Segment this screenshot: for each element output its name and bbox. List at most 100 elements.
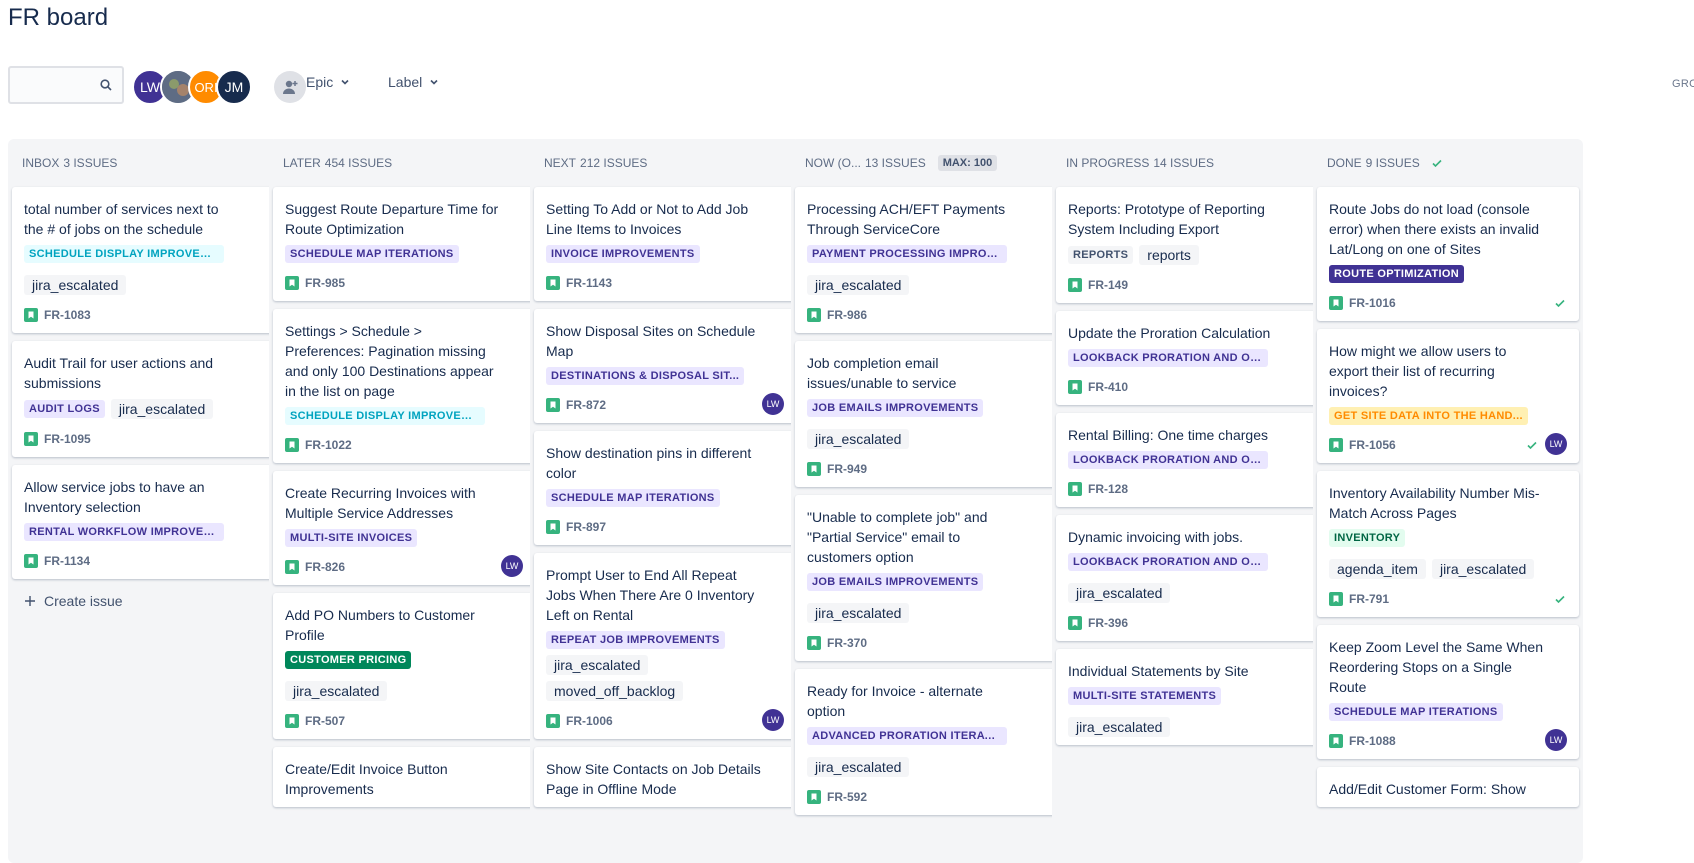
add-people-button[interactable] [274, 71, 306, 103]
issue-card[interactable]: Route Jobs do not load (console error) w… [1317, 187, 1579, 321]
issue-key[interactable]: FR-897 [566, 520, 607, 534]
issue-key[interactable]: FR-826 [305, 560, 346, 574]
epic-lozenge[interactable]: LOOKBACK PRORATION AND ON... [1068, 553, 1268, 571]
issue-key[interactable]: FR-396 [1088, 616, 1129, 630]
issue-label[interactable]: jira_escalated [1068, 717, 1171, 737]
issue-card[interactable]: Add/Edit Customer Form: Show [1317, 767, 1579, 807]
issue-card[interactable]: Audit Trail for user actions and submiss… [12, 341, 274, 457]
issue-card[interactable]: Individual Statements by Site MULTI-SITE … [1056, 649, 1318, 745]
issue-key[interactable]: FR-1016 [1349, 296, 1396, 310]
issue-card[interactable]: Setting To Add or Not to Add Job Line It… [534, 187, 796, 301]
issue-card[interactable]: Update the Proration Calculation LOOKBACK… [1056, 311, 1318, 405]
epic-lozenge[interactable]: JOB EMAILS IMPROVEMENTS [807, 399, 984, 417]
epic-lozenge[interactable]: SCHEDULE MAP ITERATIONS [546, 489, 720, 507]
issue-card[interactable]: Reports: Prototype of Reporting System I… [1056, 187, 1318, 303]
assignee-avatar[interactable]: LW [762, 393, 784, 415]
epic-lozenge[interactable]: JOB EMAILS IMPROVEMENTS [807, 573, 984, 591]
epic-lozenge[interactable]: SCHEDULE MAP ITERATIONS [285, 245, 459, 263]
epic-lozenge[interactable]: INVENTORY [1329, 529, 1406, 547]
issue-card[interactable]: Job completion email issues/unable to se… [795, 341, 1057, 487]
epic-lozenge[interactable]: LOOKBACK PRORATION AND ON... [1068, 451, 1268, 469]
issue-card[interactable]: Allow service jobs to have an Inventory … [12, 465, 274, 579]
issue-label[interactable]: jira_escalated [807, 757, 910, 777]
issue-label[interactable]: jira_escalated [24, 275, 127, 295]
issue-key[interactable]: FR-1083 [44, 308, 91, 322]
create-issue-button[interactable]: Create issue [12, 587, 274, 615]
avatar-jm[interactable]: JM [216, 69, 252, 105]
epic-lozenge[interactable]: REPEAT JOB IMPROVEMENTS [546, 631, 725, 649]
issue-key[interactable]: FR-370 [827, 636, 868, 650]
issue-label[interactable]: jira_escalated [1068, 583, 1171, 603]
issue-key[interactable]: FR-128 [1088, 482, 1129, 496]
issue-card[interactable]: Processing ACH/EFT Payments Through Serv… [795, 187, 1057, 333]
assignee-avatar[interactable]: LW [1545, 729, 1567, 751]
issue-card[interactable]: Suggest Route Departure Time for Route O… [273, 187, 535, 301]
issue-key[interactable]: FR-1022 [305, 438, 352, 452]
issue-key[interactable]: FR-410 [1088, 380, 1129, 394]
issue-card[interactable]: Keep Zoom Level the Same When Reordering… [1317, 625, 1579, 759]
epic-lozenge[interactable]: PAYMENT PROCESSING IMPROV... [807, 245, 1007, 263]
issue-key[interactable]: FR-149 [1088, 278, 1129, 292]
issue-card[interactable]: How might we allow users to export their… [1317, 329, 1579, 463]
issue-label[interactable]: agenda_item [1329, 559, 1426, 579]
epic-lozenge[interactable]: SCHEDULE MAP ITERATIONS [1329, 703, 1503, 721]
issue-card[interactable]: Inventory Availability Number Mis-Match … [1317, 471, 1579, 617]
issue-card[interactable]: Prompt User to End All Repeat Jobs When … [534, 553, 796, 739]
group-by-label[interactable]: GRO [1672, 78, 1694, 90]
epic-lozenge[interactable]: SCHEDULE DISPLAY IMPROVEM... [285, 407, 485, 425]
issue-key[interactable]: FR-1088 [1349, 734, 1396, 748]
assignee-avatar[interactable]: LW [501, 555, 523, 577]
issue-card[interactable]: Rental Billing: One time charges LOOKBACK… [1056, 413, 1318, 507]
epic-lozenge[interactable]: MULTI-SITE STATEMENTS [1068, 687, 1222, 705]
epic-lozenge[interactable]: CUSTOMER PRICING [285, 651, 412, 669]
issue-card[interactable]: "Unable to complete job" and "Partial Se… [795, 495, 1057, 661]
epic-lozenge[interactable]: AUDIT LOGS [24, 400, 105, 418]
issue-card[interactable]: Show Site Contacts on Job Details Page i… [534, 747, 796, 807]
epic-lozenge[interactable]: RENTAL WORKFLOW IMPROVEM... [24, 523, 224, 541]
epic-filter[interactable]: Epic [306, 74, 351, 90]
issue-key[interactable]: FR-1095 [44, 432, 91, 446]
issue-label[interactable]: jira_escalated [807, 429, 910, 449]
issue-key[interactable]: FR-1006 [566, 714, 613, 728]
epic-lozenge[interactable]: ROUTE OPTIMIZATION [1329, 265, 1464, 283]
issue-label[interactable]: moved_off_backlog [546, 681, 684, 701]
issue-key[interactable]: FR-1143 [566, 276, 613, 290]
epic-lozenge[interactable]: LOOKBACK PRORATION AND ON... [1068, 349, 1268, 367]
issue-key[interactable]: FR-592 [827, 790, 868, 804]
issue-card[interactable]: Create Recurring Invoices with Multiple … [273, 471, 535, 585]
issue-label[interactable]: jira_escalated [110, 399, 214, 419]
issue-key[interactable]: FR-986 [827, 308, 868, 322]
search-input[interactable] [8, 66, 124, 104]
issue-label[interactable]: jira_escalated [807, 275, 910, 295]
issue-card[interactable]: Show destination pins in different color… [534, 431, 796, 545]
issue-label[interactable]: jira_escalated [1431, 559, 1535, 579]
issue-card[interactable]: Dynamic invoicing with jobs. LOOKBACK PRO… [1056, 515, 1318, 641]
epic-lozenge[interactable]: SCHEDULE DISPLAY IMPROVEM... [24, 245, 224, 263]
issue-key[interactable]: FR-985 [305, 276, 346, 290]
epic-lozenge[interactable]: ADVANCED PRORATION ITERATI... [807, 727, 1007, 745]
issue-label[interactable]: jira_escalated [546, 655, 649, 675]
epic-lozenge[interactable]: DESTINATIONS & DISPOSAL SIT... [546, 367, 745, 385]
issue-key[interactable]: FR-872 [566, 398, 607, 412]
assignee-avatar[interactable]: LW [762, 709, 784, 731]
issue-label[interactable]: jira_escalated [285, 681, 388, 701]
issue-card[interactable]: Ready for Invoice - alternate option ADVA… [795, 669, 1057, 815]
issue-key[interactable]: FR-1056 [1349, 438, 1396, 452]
epic-lozenge[interactable]: INVOICE IMPROVEMENTS [546, 245, 700, 263]
issue-card[interactable]: Show Disposal Sites on Schedule Map DESTI… [534, 309, 796, 423]
issue-card[interactable]: Add PO Numbers to Customer Profile CUSTOM… [273, 593, 535, 739]
issue-key[interactable]: FR-507 [305, 714, 346, 728]
issue-key[interactable]: FR-1134 [44, 554, 91, 568]
issue-key[interactable]: FR-791 [1349, 592, 1390, 606]
epic-lozenge[interactable]: REPORTS [1068, 246, 1134, 264]
issue-card[interactable]: Create/Edit Invoice Button Improvements [273, 747, 535, 807]
issue-key[interactable]: FR-949 [827, 462, 868, 476]
assignee-avatar[interactable]: LW [1545, 433, 1567, 455]
label-filter[interactable]: Label [388, 74, 440, 90]
issue-card[interactable]: Settings > Schedule > Preferences: Pagin… [273, 309, 535, 463]
epic-lozenge[interactable]: MULTI-SITE INVOICES [285, 529, 418, 547]
issue-label[interactable]: jira_escalated [807, 603, 910, 623]
issue-label[interactable]: reports [1139, 245, 1199, 265]
issue-card[interactable]: total number of services next to the # o… [12, 187, 274, 333]
epic-lozenge[interactable]: GET SITE DATA INTO THE HAND... [1329, 407, 1528, 425]
